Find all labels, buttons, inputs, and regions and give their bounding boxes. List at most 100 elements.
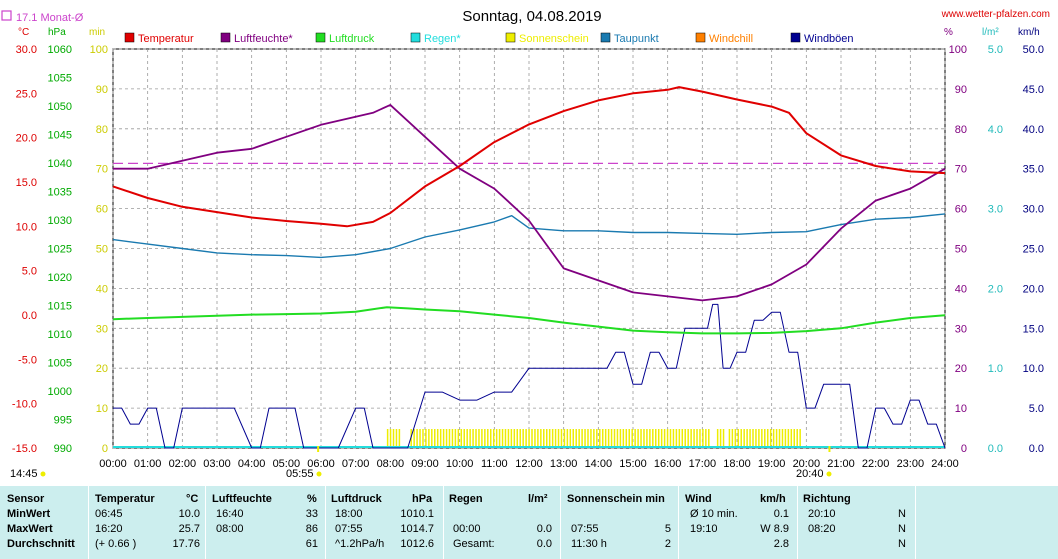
sunshine-bar	[737, 429, 740, 448]
press-tick-label: 1030	[48, 215, 72, 227]
hdr-temperature: Temperatur	[95, 493, 155, 505]
time-tick-label: 12:00	[515, 458, 543, 470]
legend-swatch	[505, 32, 516, 43]
wind-tick-label: 45.0	[1023, 84, 1044, 96]
sun-tick-label: 40	[96, 283, 108, 295]
sunshine-bar	[702, 429, 704, 448]
sunshine-bar	[784, 429, 787, 448]
sunshine-bar	[522, 429, 524, 448]
legend-swatch	[790, 32, 801, 43]
sunshine-bar	[766, 429, 769, 448]
stats-cell-hum-time: 08:00	[216, 523, 244, 535]
stats-cell-sun-time: 07:55	[571, 523, 599, 535]
sunshine-bar	[569, 429, 572, 448]
sunshine-bar	[392, 429, 395, 448]
stats-cell-rain-val: 0.0	[536, 538, 552, 550]
hum-tick-label: 50	[955, 244, 967, 256]
time-tick-label: 08:00	[377, 458, 405, 470]
hdr-sensor: Sensor	[7, 493, 45, 505]
time-tick-label: 02:00	[169, 458, 197, 470]
time-tick-label: 06:00	[307, 458, 335, 470]
stats-cell-wind-time: 19:10	[690, 523, 718, 535]
stats-cell-temp-time: 06:45	[95, 508, 123, 520]
stats-cell-wind-val: 0.1	[773, 508, 789, 520]
hdr-wind-unit: km/h	[760, 493, 786, 505]
stats-cell-wind-time: Ø 10 min.	[690, 508, 738, 520]
sunrise-dot	[316, 471, 322, 477]
time-tick-label: 11:00	[481, 458, 508, 470]
sunshine-bar	[796, 429, 798, 448]
rain-tick-label: 2.0	[988, 283, 1003, 295]
stats-cell-hum-val: 33	[305, 508, 318, 520]
wind-tick-label: 5.0	[1029, 403, 1044, 415]
humidity-line	[113, 104, 946, 302]
sunshine-bar	[442, 429, 445, 448]
rain-tick-label: 4.0	[988, 124, 1003, 136]
grid	[112, 48, 946, 449]
sunshine-bar	[655, 429, 657, 448]
legend-label: Temperatur	[138, 33, 194, 45]
temp-tick-label: -15.0	[12, 443, 37, 455]
time-tick-label: 21:00	[827, 458, 855, 470]
hum-tick-label: 80	[955, 124, 967, 136]
sunshine-bar	[504, 429, 507, 448]
series-lines	[112, 86, 946, 449]
legend: Temperatur Luftfeuchte* Luftdruck Regen* Son…	[124, 32, 854, 45]
hum-tick-label: 30	[955, 323, 967, 335]
sun-tick-label: 50	[96, 244, 108, 256]
sunshine-bar	[678, 429, 681, 448]
sunshine-bar	[475, 429, 477, 448]
time-tick-label: 03:00	[203, 458, 231, 470]
sunshine-bar	[734, 429, 737, 448]
axis-labels: 30.0 25.0 20.0 15.0 10.0 5.0 0.0 -5.0 -10.0 -15.0…	[12, 44, 1044, 470]
sunshine-bar	[755, 429, 757, 448]
sunshine-bar	[386, 429, 389, 448]
sunshine-bar	[398, 429, 401, 448]
sunshine-bar	[696, 429, 698, 448]
time-tick-label: 04:00	[238, 458, 266, 470]
legend-swatch	[600, 32, 611, 43]
sunshine-bar	[498, 429, 501, 448]
sunshine-bar	[469, 429, 471, 448]
press-tick-label: 1035	[48, 187, 72, 199]
hdr-hum-unit: %	[307, 493, 317, 505]
legend-label: Windböen	[804, 33, 854, 45]
stats-table: Sensor Temperatur °C Luftfeuchte % Luftd…	[0, 486, 1058, 559]
hdr-pressure: Luftdruck	[331, 493, 382, 505]
sunshine-bar	[657, 429, 660, 448]
sun-tick-label: 70	[96, 164, 108, 176]
stats-cell-temp-val: 25.7	[178, 523, 200, 535]
time-tick-label: 22:00	[862, 458, 890, 470]
press-tick-label: 1045	[48, 130, 72, 142]
time-tick-label: 09:00	[411, 458, 439, 470]
stats-cell-press-val: 1014.7	[400, 523, 434, 535]
sunshine-bar	[454, 429, 457, 448]
sun-tick-label: 90	[96, 84, 108, 96]
sunshine-bar	[663, 429, 666, 448]
sunset-label: 20:40	[796, 468, 824, 480]
sunshine-bar	[790, 429, 793, 448]
press-tick-label: 1015	[48, 301, 72, 313]
stats-cell-press-val: 1012.6	[400, 538, 434, 550]
wind-tick-label: 25.0	[1023, 244, 1044, 256]
legend-swatch	[220, 32, 231, 43]
sunshine-bar	[419, 429, 421, 448]
time-tick-label: 05:00	[273, 458, 301, 470]
sunshine-bar	[528, 429, 530, 448]
site-url[interactable]: www.wetter-pfalzen.com	[941, 9, 1050, 20]
time-tick-label: 19:00	[758, 458, 786, 470]
time-tick-label: 01:00	[134, 458, 162, 470]
stats-cell-sun-time: 11:30 h	[571, 538, 607, 550]
sunshine-bar	[634, 429, 636, 448]
sunshine-bar	[616, 429, 619, 448]
sunshine-bar	[575, 429, 577, 448]
press-tick-label: 1055	[48, 73, 72, 85]
stats-cell-press-val: 1010.1	[400, 508, 434, 520]
sunshine-bar	[560, 429, 563, 448]
sunshine-bar	[628, 429, 630, 448]
press-tick-label: 1020	[48, 272, 72, 284]
sunshine-bar	[466, 429, 468, 448]
hum-tick-label: 60	[955, 204, 967, 216]
time-markers: 14:45 05:55 20:40	[10, 446, 832, 480]
sun-tick-label: 30	[96, 323, 108, 335]
